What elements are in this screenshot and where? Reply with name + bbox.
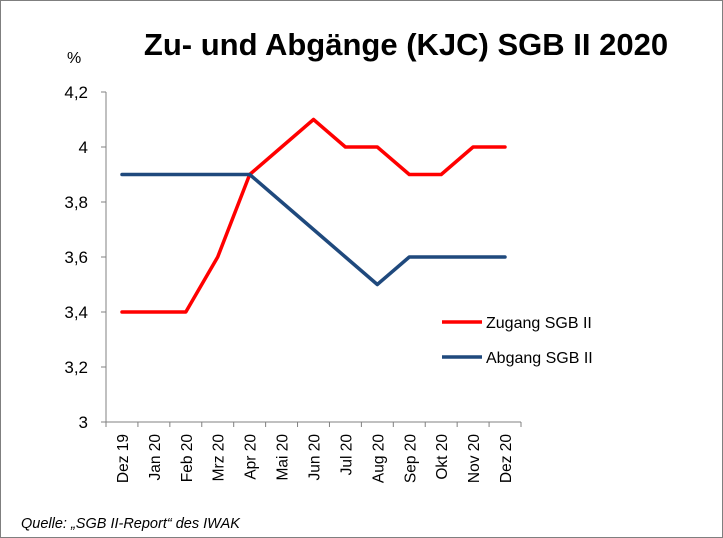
x-tick-labels: Dez 19 Jan 20 Feb 20 Mrz 20 Apr 20 Mai 20 Jun … (115, 434, 515, 484)
x-tick-label: Jun 20 (307, 434, 324, 481)
x-tick-label: Mrz 20 (211, 434, 228, 482)
y-tick-label: 3,2 (64, 358, 88, 377)
legend-label-abgang: Abgang SGB II (486, 350, 593, 367)
x-tick-label: Jul 20 (338, 434, 355, 476)
x-tick-label: Nov 20 (466, 434, 483, 483)
series-lines (120, 117, 507, 314)
chart-title: Zu- und Abgänge (KJC) SGB II 2020 (144, 27, 668, 62)
x-tick-label: Okt 20 (434, 434, 451, 480)
y-tick-label: 4 (79, 138, 88, 157)
y-tick-labels: 3 3,2 3,4 3,6 3,8 4 4,2 (64, 83, 88, 432)
legend: Zugang SGB II Abgang SGB II (442, 315, 593, 367)
x-tick-label: Jan 20 (147, 434, 164, 481)
y-tick-label: 3,8 (64, 193, 88, 212)
x-tick-label: Sep 20 (402, 434, 419, 484)
x-tick-label: Apr 20 (243, 434, 260, 480)
x-tick-label: Aug 20 (370, 434, 387, 484)
y-tick-label: 3,4 (64, 303, 88, 322)
y-axis-unit-label: % (67, 50, 81, 67)
series-line-abgang (120, 172, 507, 287)
x-tick-label: Dez 19 (115, 434, 132, 483)
y-tick-label: 3,6 (64, 248, 88, 267)
series-line-zugang (120, 117, 507, 314)
legend-label-zugang: Zugang SGB II (486, 315, 592, 332)
y-tick-label: 3 (79, 413, 88, 432)
x-tick-label: Feb 20 (179, 434, 196, 483)
x-tick-label: Dez 20 (498, 434, 515, 483)
axes (101, 91, 522, 427)
y-tick-label: 4,2 (64, 83, 88, 102)
x-tick-label: Mai 20 (275, 434, 292, 481)
source-note: Quelle: „SGB II-Report“ des IWAK (21, 516, 241, 532)
